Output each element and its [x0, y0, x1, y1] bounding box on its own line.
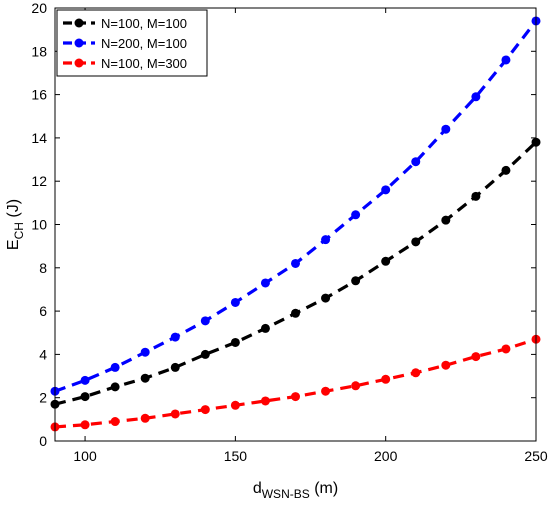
- data-point: [230, 400, 240, 410]
- y-tick-label: 16: [31, 87, 47, 103]
- data-point: [260, 278, 270, 288]
- series-2: [50, 16, 541, 396]
- data-point: [200, 405, 210, 415]
- data-point: [80, 392, 90, 402]
- data-point: [441, 360, 451, 370]
- data-point: [471, 352, 481, 362]
- data-point: [411, 237, 421, 247]
- data-point: [291, 258, 300, 268]
- data-point: [230, 337, 240, 347]
- y-tick-label: 8: [39, 260, 47, 276]
- y-tick-label: 12: [31, 173, 47, 189]
- data-point: [351, 381, 361, 391]
- data-point: [471, 191, 481, 201]
- data-point: [291, 392, 300, 402]
- data-point: [170, 409, 180, 419]
- legend: N=100, M=100 N=200, M=100 N=100, M=300: [56, 9, 208, 77]
- data-point: [230, 297, 240, 307]
- series-line: [54, 141, 538, 406]
- y-tick-label: 0: [39, 433, 47, 449]
- legend-label: N=100, M=100: [101, 16, 187, 31]
- legend-marker: [74, 18, 84, 28]
- x-tick-label: 200: [374, 448, 398, 464]
- data-point: [200, 316, 210, 326]
- y-tick-label: 20: [31, 0, 47, 16]
- x-axis-label: dWSN-BS (m): [253, 480, 338, 501]
- data-point: [441, 124, 451, 134]
- y-tick-label: 4: [39, 346, 47, 362]
- y-tick-label: 10: [31, 217, 47, 233]
- data-point: [291, 308, 300, 318]
- data-point: [351, 276, 361, 286]
- data-point: [441, 215, 451, 225]
- y-axis-label: ECH (J): [5, 199, 26, 250]
- series-1: [50, 137, 541, 409]
- data-point: [381, 374, 391, 384]
- data-point: [170, 332, 180, 342]
- data-point: [381, 185, 391, 195]
- data-point: [411, 157, 421, 167]
- data-point: [381, 256, 391, 266]
- data-point: [471, 92, 481, 102]
- y-tick-label: 18: [31, 43, 47, 59]
- y-tick-label: 14: [31, 130, 47, 146]
- data-point: [110, 362, 120, 372]
- data-point: [140, 347, 150, 357]
- data-point: [321, 293, 331, 303]
- legend-marker: [74, 38, 84, 48]
- data-point: [200, 349, 210, 359]
- x-tick-label: 100: [73, 448, 97, 464]
- legend-marker: [74, 58, 84, 68]
- data-point: [170, 362, 180, 372]
- data-point: [501, 55, 511, 65]
- data-point: [321, 386, 331, 396]
- data-point: [80, 420, 90, 430]
- x-tick-label: 250: [524, 448, 548, 464]
- data-point: [501, 165, 511, 175]
- x-tick-label: 150: [224, 448, 248, 464]
- y-tick-label: 2: [39, 390, 47, 406]
- data-point: [260, 396, 270, 406]
- data-point: [140, 373, 150, 383]
- legend-label: N=100, M=300: [101, 56, 187, 71]
- series-layer: [50, 16, 541, 432]
- data-point: [501, 344, 511, 354]
- data-point: [321, 235, 331, 245]
- data-point: [110, 417, 120, 427]
- data-point: [411, 368, 421, 378]
- data-point: [80, 375, 90, 385]
- y-tick-label: 6: [39, 303, 47, 319]
- axis-ticks: 100 150 200 250 0 2 4 6 8 10 12 14 16 18 20: [31, 0, 547, 464]
- data-point: [351, 210, 361, 220]
- legend-label: N=200, M=100: [101, 36, 187, 51]
- data-point: [110, 382, 120, 392]
- data-point: [140, 413, 150, 423]
- data-point: [260, 323, 270, 333]
